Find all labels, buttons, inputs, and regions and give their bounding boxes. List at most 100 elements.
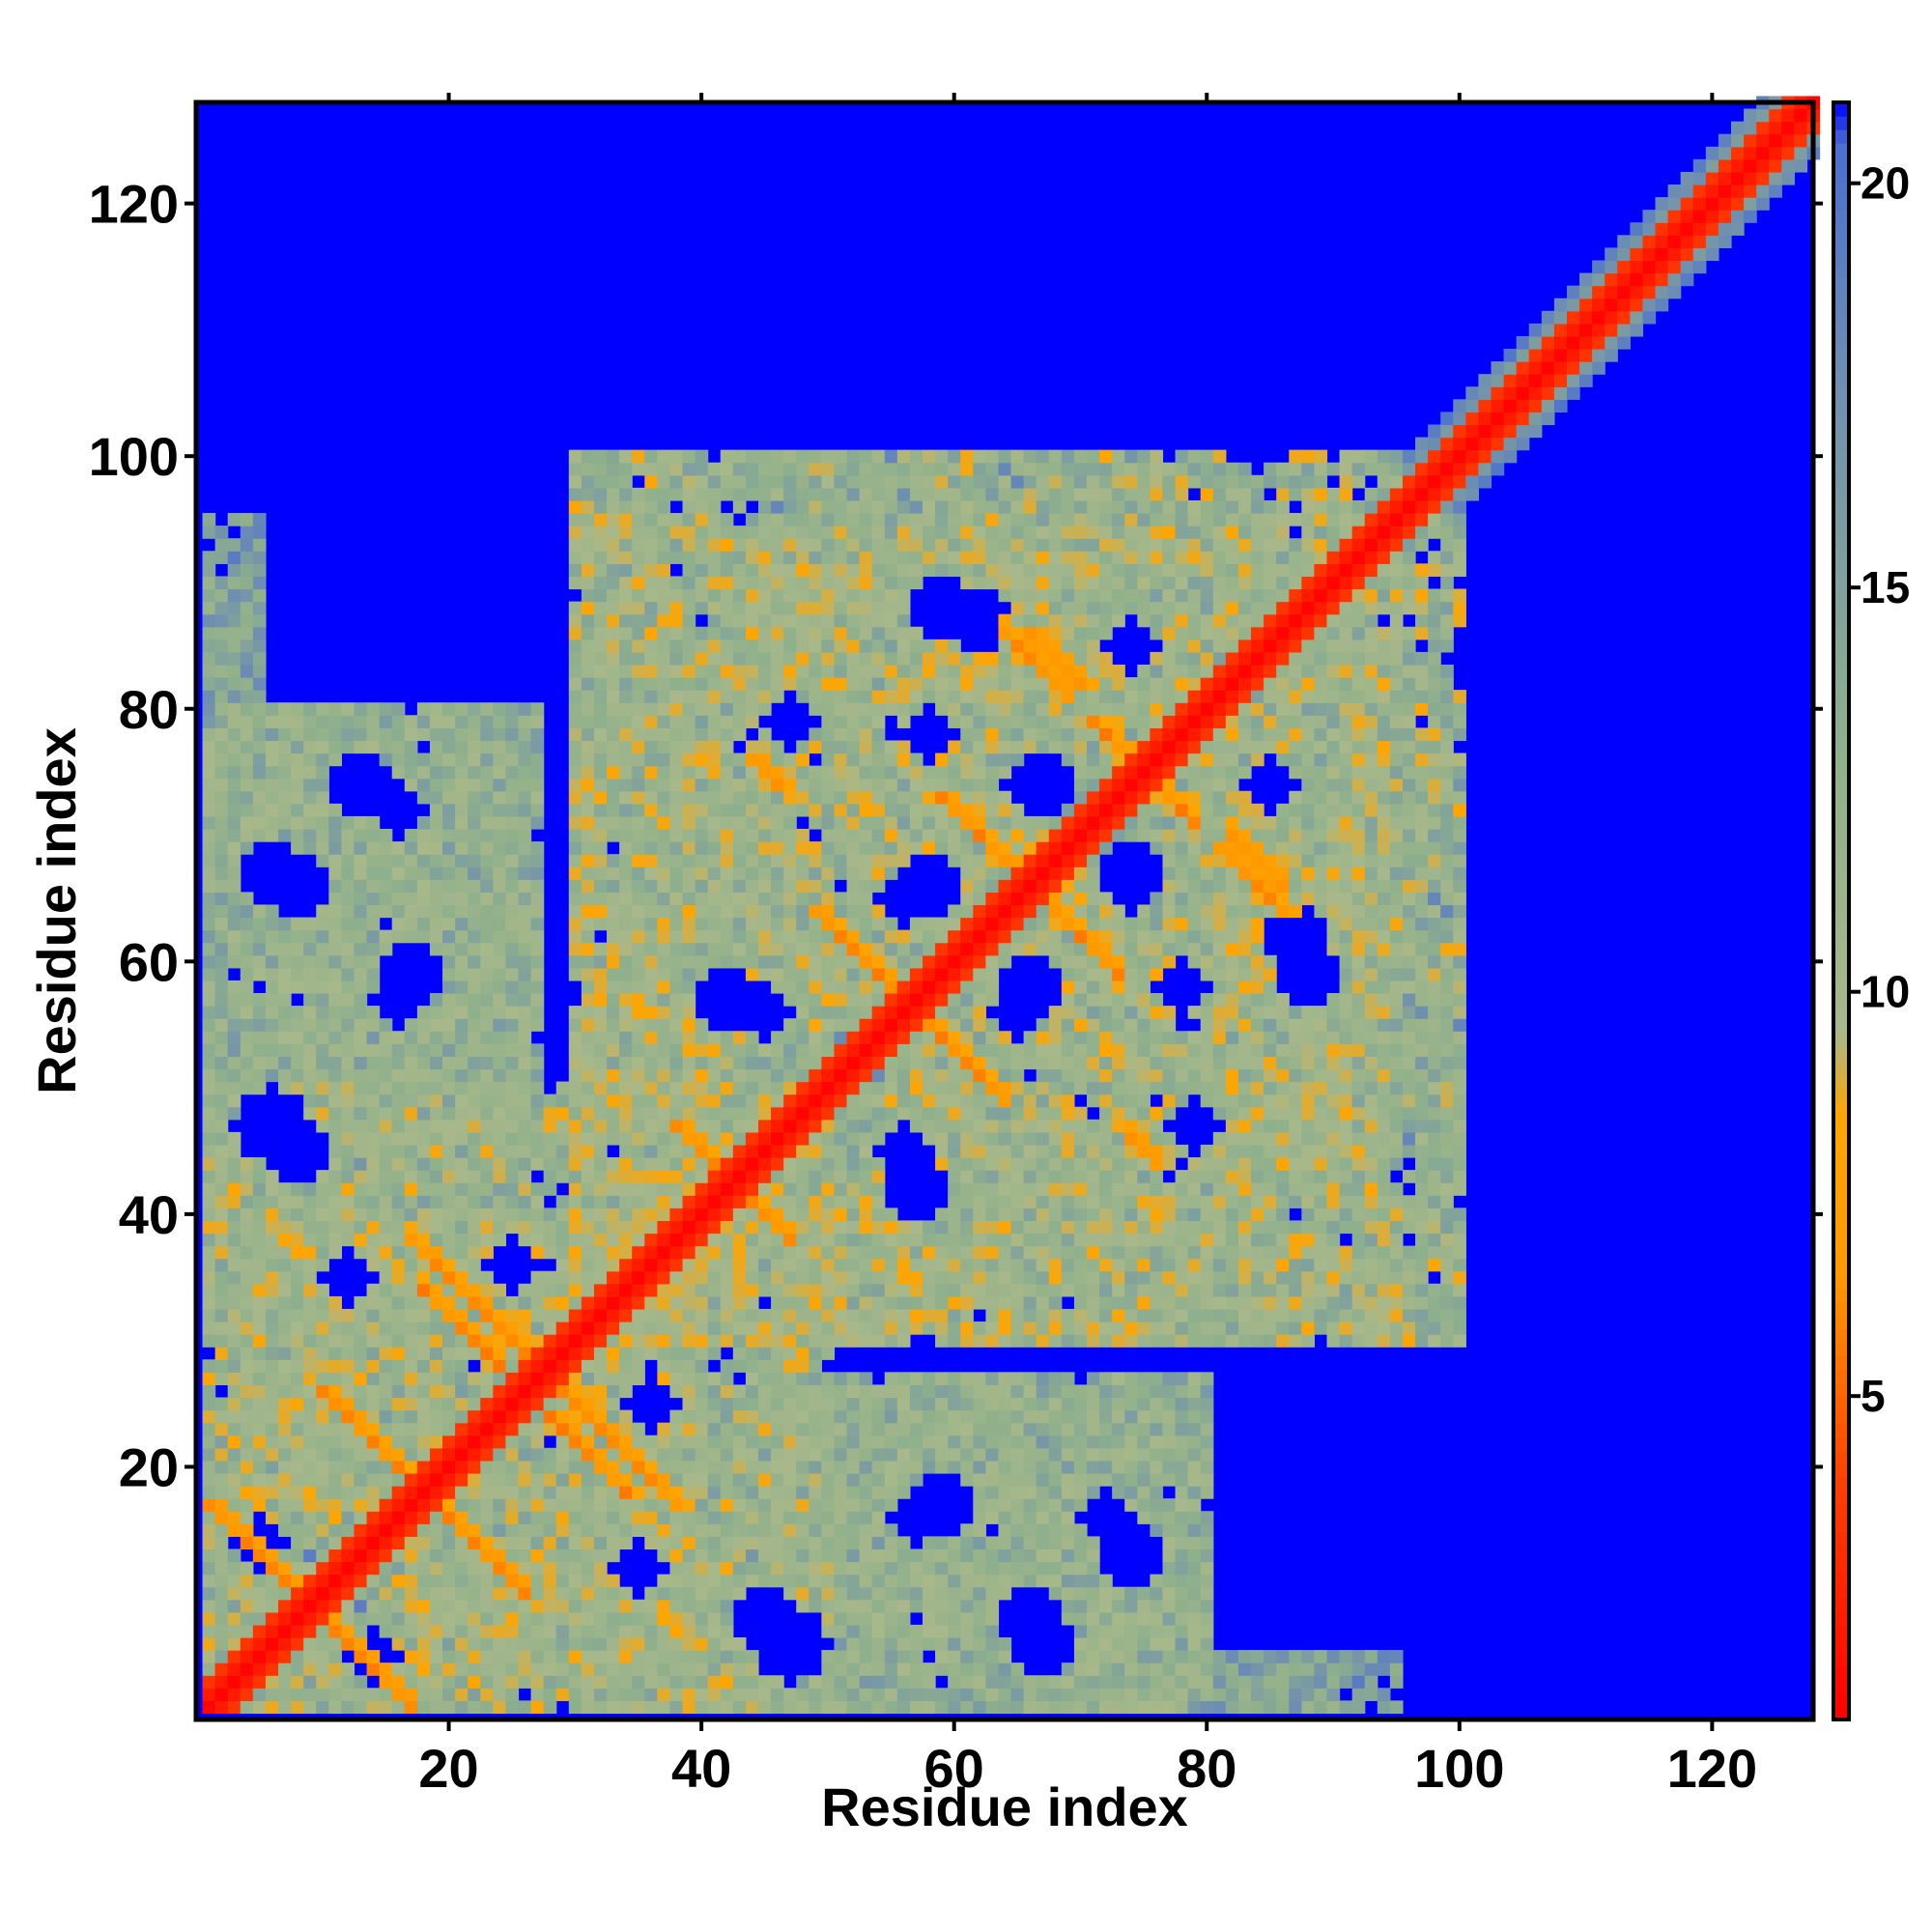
heatmap-cell (669, 1700, 684, 1715)
heatmap-cell (568, 1308, 582, 1322)
heatmap-cell (505, 1068, 520, 1083)
heatmap-cell (834, 702, 848, 716)
heatmap-cell (732, 1106, 747, 1121)
heatmap-cell (783, 1486, 797, 1499)
heatmap-cell (732, 588, 747, 603)
heatmap-cell (468, 867, 481, 880)
heatmap-cell (809, 917, 822, 931)
heatmap-cell (429, 815, 443, 830)
heatmap-cell (227, 727, 242, 742)
heatmap-cell (366, 954, 381, 969)
heatmap-cell (669, 1611, 684, 1626)
heatmap-cell (214, 1624, 229, 1638)
heatmap-cell (379, 1498, 393, 1512)
heatmap-cell (493, 727, 507, 742)
heatmap-cell (202, 917, 216, 931)
heatmap-cell (732, 601, 747, 615)
heatmap-cell (821, 677, 836, 691)
heatmap-cell (745, 538, 759, 552)
heatmap-cell (871, 1068, 886, 1083)
heatmap-cell (227, 854, 242, 867)
heatmap-cell (871, 613, 886, 628)
heatmap-cell (757, 828, 772, 842)
heatmap-cell (555, 1283, 570, 1297)
heatmap-cell (468, 702, 481, 716)
heatmap-cell (379, 1511, 393, 1524)
heatmap-cell (493, 702, 507, 716)
heatmap-cell (366, 1511, 381, 1524)
heatmap-cell (771, 1208, 784, 1222)
heatmap-cell (581, 1611, 595, 1626)
heatmap-cell (252, 1397, 267, 1411)
heatmap-cell (632, 854, 645, 867)
heatmap-cell (480, 867, 494, 880)
heatmap-cell (316, 1561, 329, 1576)
heatmap-cell (948, 854, 961, 867)
heatmap-cell (328, 1031, 342, 1044)
heatmap-cell (480, 1397, 494, 1411)
heatmap-cell (316, 1624, 329, 1638)
heatmap-cell (278, 1056, 292, 1070)
heatmap-cell (632, 664, 645, 678)
heatmap-cell (214, 1397, 229, 1411)
heatmap-cell (657, 1511, 671, 1524)
heatmap-cell (455, 854, 469, 867)
heatmap-cell (568, 1119, 582, 1133)
heatmap-cell (354, 1359, 368, 1373)
heatmap-cell (695, 1397, 709, 1411)
heatmap-cell (214, 954, 229, 969)
heatmap-cell (593, 538, 608, 552)
heatmap-cell (202, 1624, 216, 1638)
heatmap-cell (278, 1397, 292, 1411)
heatmap-cell (416, 1006, 431, 1019)
heatmap-cell (632, 1170, 645, 1183)
heatmap-cell (404, 828, 418, 842)
heatmap-cell (354, 1144, 368, 1158)
heatmap-cell (922, 1422, 936, 1436)
heatmap-cell (884, 1119, 898, 1133)
heatmap-cell (366, 1056, 381, 1070)
heatmap-cell (341, 740, 355, 754)
heatmap-cell (568, 551, 582, 564)
heatmap-cell (796, 1523, 810, 1537)
heatmap-cell (682, 1700, 696, 1715)
heatmap-cell (657, 1094, 671, 1108)
heatmap-cell (404, 1031, 418, 1044)
heatmap-cell (669, 1472, 684, 1487)
heatmap-cell (745, 1056, 759, 1070)
heatmap-cell (695, 815, 709, 830)
heatmap-cell (682, 551, 696, 564)
heatmap-cell (935, 1220, 949, 1235)
heatmap-cell (227, 1397, 242, 1411)
heatmap-cell (745, 867, 759, 880)
heatmap-cell (821, 954, 836, 969)
heatmap-cell (657, 1662, 671, 1676)
heatmap-cell (240, 1486, 254, 1499)
heatmap-cell (593, 993, 608, 1007)
heatmap-cell (884, 1486, 898, 1499)
heatmap-cell (935, 1460, 949, 1474)
heatmap-cell (442, 1359, 456, 1373)
heatmap-cell (720, 1094, 734, 1108)
heatmap-cell (948, 1460, 961, 1474)
heatmap-cell (682, 1094, 696, 1108)
heatmap-cell (720, 1131, 734, 1146)
heatmap-cell (948, 1397, 961, 1411)
heatmap-cell (341, 1523, 355, 1537)
heatmap-cell (935, 499, 949, 514)
heatmap-cell (214, 803, 229, 817)
heatmap-cell (695, 538, 709, 552)
heatmap-cell (303, 815, 317, 830)
heatmap-cell (935, 1574, 949, 1588)
heatmap-cell (632, 1372, 645, 1386)
heatmap-cell (581, 462, 595, 476)
heatmap-cell (316, 1283, 329, 1297)
heatmap-cell (354, 702, 368, 716)
heatmap-cell (935, 1422, 949, 1436)
heatmap-cell (896, 1056, 911, 1070)
heatmap-cell (607, 765, 620, 780)
heatmap-cell (366, 1258, 381, 1272)
heatmap-cell (214, 1548, 229, 1563)
heatmap-cell (607, 740, 620, 754)
heatmap-cell (429, 1611, 443, 1626)
